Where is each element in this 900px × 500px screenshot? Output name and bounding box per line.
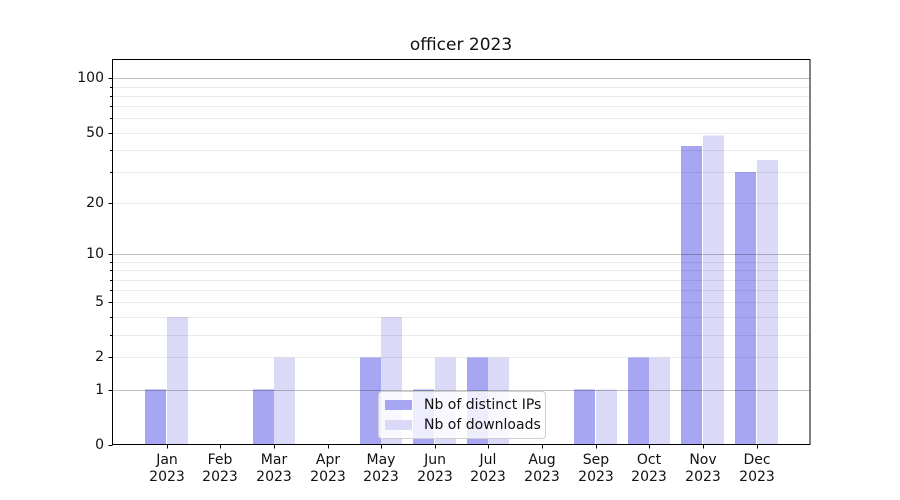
x-tick-year: 2023 (578, 469, 614, 485)
y-tick-label-5: 5 (95, 294, 104, 310)
x-tick-label-oct: Oct 2023 (617, 452, 681, 486)
x-tick-month: Jan (156, 452, 178, 468)
y-tick-label-1: 1 (95, 382, 104, 398)
x-tick-year: 2023 (417, 469, 453, 485)
legend-label-downloads: Nb of downloads (424, 416, 541, 433)
x-tick-year: 2023 (739, 469, 775, 485)
bar-distinct-ips-jan (145, 389, 166, 445)
bar-downloads-nov (703, 135, 724, 445)
x-tick-year: 2023 (524, 469, 560, 485)
y-tick-label-2: 2 (95, 349, 104, 365)
x-tick-month: Jul (479, 452, 497, 468)
x-tick-month: Nov (689, 452, 717, 468)
x-tick-label-feb: Feb 2023 (188, 452, 252, 486)
legend-swatch-distinct-ips-icon (385, 400, 412, 411)
x-tick-month: Aug (528, 452, 556, 468)
x-tick-label-apr: Apr 2023 (296, 452, 360, 486)
bar-distinct-ips-sep (574, 389, 595, 445)
y-tick-label-20: 20 (86, 195, 104, 211)
bar-downloads-dec (757, 160, 778, 445)
x-tick-year: 2023 (256, 469, 292, 485)
x-tick-label-jan: Jan 2023 (135, 452, 199, 486)
x-tick-year: 2023 (149, 469, 185, 485)
x-tick-label-jul: Jul 2023 (456, 452, 520, 486)
y-tick-label-10: 10 (86, 246, 104, 262)
y-tick-label-0: 0 (95, 437, 104, 453)
x-tick-month: Mar (260, 452, 288, 468)
legend: Nb of distinct IPs Nb of downloads (378, 391, 546, 439)
x-tick-label-mar: Mar 2023 (242, 452, 306, 486)
x-tick-year: 2023 (202, 469, 238, 485)
x-tick-month: Dec (743, 452, 771, 468)
chart-title: officer 2023 (409, 35, 513, 55)
bar-downloads-sep (596, 389, 617, 445)
x-tick-month: Sep (582, 452, 610, 468)
x-tick-year: 2023 (363, 469, 399, 485)
x-tick-month: Jun (424, 452, 446, 468)
legend-item-downloads: Nb of downloads (385, 416, 541, 433)
x-tick-label-nov: Nov 2023 (671, 452, 735, 486)
x-tick-month: May (366, 452, 396, 468)
x-tick-label-aug: Aug 2023 (510, 452, 574, 486)
x-tick-year: 2023 (631, 469, 667, 485)
legend-label-distinct-ips: Nb of distinct IPs (424, 397, 542, 414)
bar-distinct-ips-dec (735, 172, 756, 445)
bar-distinct-ips-oct (628, 357, 649, 445)
x-tick-label-sep: Sep 2023 (564, 452, 628, 486)
x-tick-year: 2023 (310, 469, 346, 485)
legend-item-distinct-ips: Nb of distinct IPs (385, 397, 542, 414)
x-tick-month: Feb (207, 452, 233, 468)
x-tick-label-jun: Jun 2023 (403, 452, 467, 486)
bar-downloads-mar (274, 357, 295, 445)
x-tick-month: Apr (315, 452, 341, 468)
x-tick-year: 2023 (470, 469, 506, 485)
y-tick-label-100: 100 (77, 70, 104, 86)
bar-distinct-ips-nov (681, 146, 702, 445)
x-tick-label-dec: Dec 2023 (725, 452, 789, 486)
x-tick-label-may: May 2023 (349, 452, 413, 486)
plot-border (112, 59, 811, 445)
bar-distinct-ips-mar (253, 389, 274, 445)
bar-downloads-oct (649, 357, 670, 445)
legend-swatch-downloads-icon (385, 419, 412, 430)
bar-distinct-ips-may (360, 357, 381, 445)
x-tick-month: Oct (636, 452, 662, 468)
x-tick-year: 2023 (685, 469, 721, 485)
bar-downloads-jan (167, 316, 188, 445)
y-tick-label-50: 50 (86, 125, 104, 141)
